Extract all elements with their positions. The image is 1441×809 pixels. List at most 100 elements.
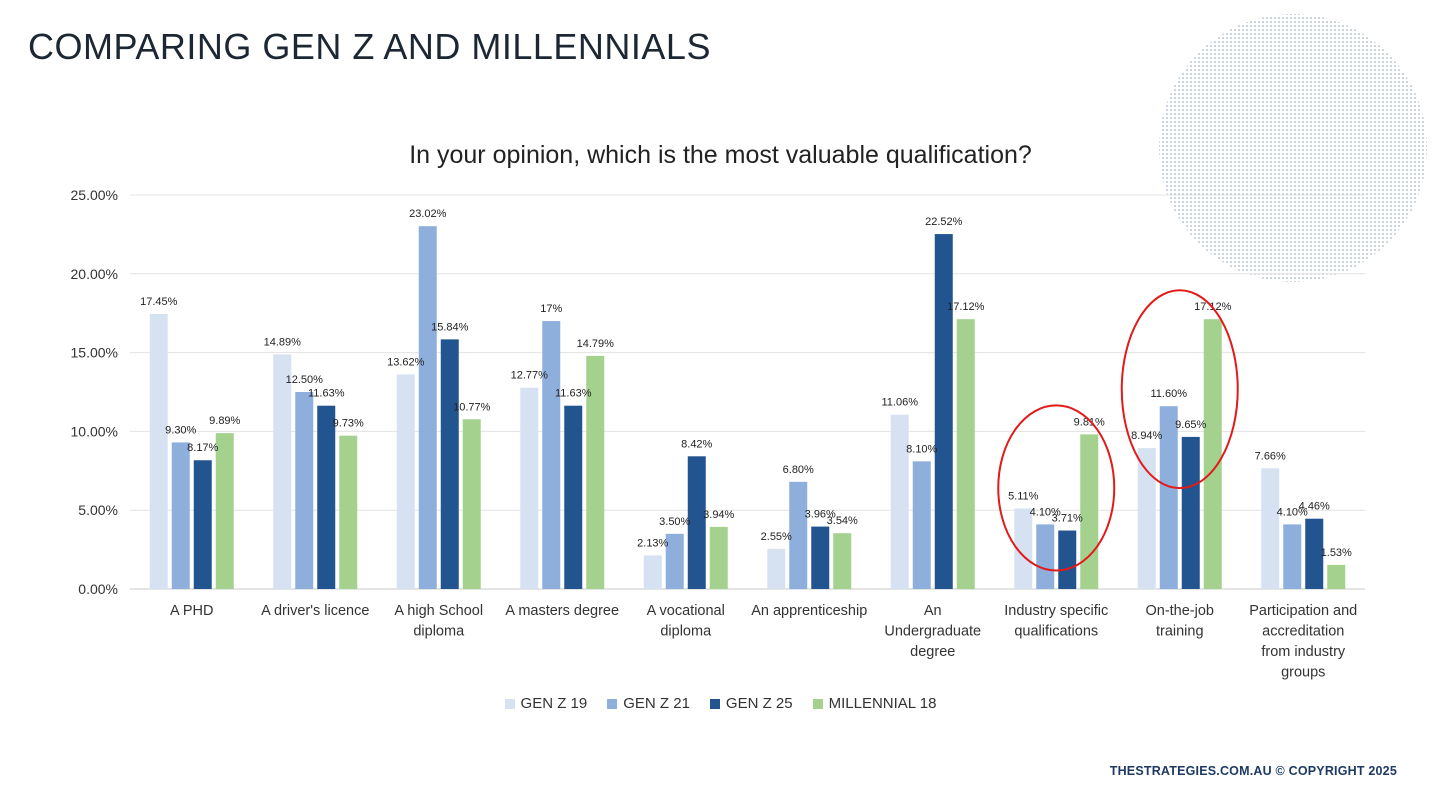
data-label: 4.10%	[1277, 506, 1308, 518]
bar	[789, 481, 808, 589]
data-label: 1.53%	[1321, 547, 1352, 559]
bar	[767, 548, 786, 589]
legend-swatch	[812, 698, 823, 709]
data-label: 17%	[540, 303, 562, 315]
bar	[1080, 434, 1099, 589]
highlight-circle	[997, 404, 1116, 572]
legend-swatch	[504, 698, 515, 709]
y-tick-label: 5.00%	[78, 502, 118, 518]
bar	[273, 354, 292, 589]
y-tick-label: 25.00%	[71, 187, 118, 203]
x-tick-label: from industry	[1261, 644, 1346, 660]
data-label: 14.89%	[264, 336, 302, 348]
data-label: 9.81%	[1074, 416, 1105, 428]
bar	[709, 526, 728, 589]
copyright-footer: THESTRATEGIES.COM.AU © COPYRIGHT 2025	[1109, 764, 1397, 778]
bar	[1036, 524, 1055, 589]
bar	[890, 414, 909, 589]
bar	[665, 533, 684, 589]
legend-label: GEN Z 25	[725, 695, 793, 712]
bar	[1261, 468, 1280, 589]
dotted-circle-decoration	[1159, 14, 1427, 282]
bar	[1203, 319, 1222, 589]
x-tick-label: A masters degree	[505, 603, 619, 619]
data-label: 12.77%	[511, 370, 549, 382]
legend-swatch	[607, 698, 618, 709]
bar	[811, 526, 830, 589]
bar	[1283, 524, 1302, 589]
bar	[586, 355, 605, 589]
chart-title: In your opinion, which is the most valua…	[409, 141, 1032, 169]
bar	[1058, 530, 1077, 589]
data-label: 12.50%	[286, 374, 324, 386]
bar	[215, 433, 234, 589]
legend-item-millennial-18: MILLENNIAL 18	[812, 695, 937, 712]
data-label: 3.96%	[805, 509, 836, 521]
bar	[149, 313, 168, 589]
data-label: 7.66%	[1255, 450, 1286, 462]
chart-legend: GEN Z 19 GEN Z 21 GEN Z 25 MILLENNIAL 18	[0, 695, 1441, 712]
legend-item-gen-z-25: GEN Z 25	[709, 695, 793, 712]
legend-label: GEN Z 21	[623, 695, 690, 712]
data-label: 11.63%	[555, 388, 592, 400]
bar	[934, 234, 953, 590]
bar	[687, 456, 706, 589]
data-label: 22.52%	[925, 216, 963, 228]
y-tick-label: 0.00%	[78, 581, 118, 597]
data-label: 5.11%	[1008, 490, 1039, 502]
x-tick-label: diploma	[660, 624, 712, 640]
data-label: 4.46%	[1299, 501, 1330, 513]
bar	[418, 226, 437, 589]
data-label: 14.79%	[577, 338, 615, 350]
x-tick-label: Participation and	[1249, 603, 1357, 619]
bar	[171, 442, 190, 589]
highlight-circle	[1120, 289, 1239, 490]
data-label: 15.84%	[431, 321, 469, 333]
data-label: 10.77%	[453, 401, 491, 413]
x-tick-label: A PHD	[170, 603, 214, 619]
data-label: 3.94%	[703, 509, 734, 521]
bar	[1137, 448, 1156, 589]
bar	[833, 533, 852, 589]
legend-item-gen-z-19: GEN Z 19	[504, 695, 588, 712]
bar	[912, 461, 931, 589]
data-label: 8.42%	[681, 438, 712, 450]
data-label: 17.45%	[140, 296, 178, 308]
data-label: 8.94%	[1131, 430, 1162, 442]
data-label: 3.50%	[659, 516, 690, 528]
x-tick-label: accreditation	[1262, 624, 1344, 640]
bar-chart: 0.00% 5.00% 10.00% 15.00% 20.00% 25.00% 17.45%…	[71, 187, 1365, 681]
data-label: 2.55%	[761, 531, 792, 543]
data-label: 9.30%	[165, 424, 196, 436]
x-tick-label: qualifications	[1014, 624, 1098, 640]
x-tick-label: On-the-job	[1145, 603, 1214, 619]
bar	[1014, 508, 1033, 589]
bar	[193, 460, 212, 589]
data-label: 2.13%	[637, 537, 668, 549]
bar	[1305, 518, 1324, 589]
x-tick-label: groups	[1281, 665, 1325, 681]
y-tick-label: 15.00%	[71, 345, 118, 361]
bar	[564, 405, 583, 589]
x-tick-label: training	[1156, 624, 1204, 640]
bar	[542, 321, 561, 589]
bar	[339, 435, 358, 589]
legend-label: GEN Z 19	[520, 695, 588, 712]
data-label: 8.10%	[906, 443, 937, 455]
bar	[1181, 436, 1200, 589]
bar	[317, 405, 336, 589]
bar	[520, 387, 539, 589]
data-label: 17.12%	[947, 301, 985, 313]
bar	[643, 555, 662, 589]
bar	[1159, 406, 1178, 589]
x-tick-label: A high School	[394, 603, 483, 619]
x-tick-label: A vocational	[647, 603, 725, 619]
legend-label: MILLENNIAL 18	[828, 695, 937, 712]
data-label: 9.73%	[333, 418, 364, 430]
data-label: 9.65%	[1175, 419, 1206, 431]
x-tick-label: degree	[910, 644, 955, 660]
x-tick-label: An apprenticeship	[751, 603, 867, 619]
bar	[462, 419, 481, 589]
data-label: 6.80%	[783, 464, 814, 476]
x-tick-label: An	[924, 603, 942, 619]
